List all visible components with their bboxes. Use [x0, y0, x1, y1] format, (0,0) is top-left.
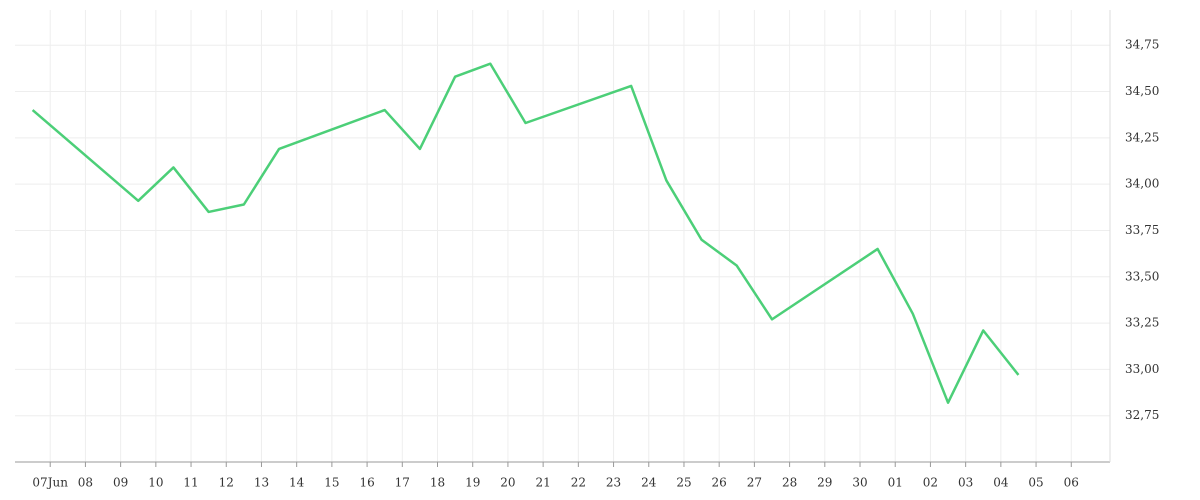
x-tick-label: 08 [78, 476, 93, 490]
x-tick-label: 28 [782, 476, 797, 490]
y-tick-label: 34,25 [1125, 130, 1159, 144]
x-tick-label: 21 [535, 476, 550, 490]
x-tick-label: 06 [1064, 476, 1079, 490]
x-tick-label: 13 [254, 476, 269, 490]
x-tick-label: 22 [571, 476, 586, 490]
x-tick-label: 04 [993, 476, 1009, 490]
x-tick-label: 03 [958, 476, 973, 490]
y-tick-label: 33,00 [1125, 362, 1159, 376]
x-tick-label: 01 [888, 476, 903, 490]
y-tick-label: 33,50 [1125, 269, 1159, 283]
x-tick-label: 30 [852, 476, 867, 490]
x-tick-label: 11 [183, 476, 198, 490]
x-tick-label: 29 [817, 476, 832, 490]
x-tick-label: 26 [712, 476, 727, 490]
x-tick-label: 23 [606, 476, 621, 490]
x-tick-label: 07Jun [32, 476, 68, 490]
price-line [31, 62, 1020, 404]
y-tick-label: 34,50 [1125, 84, 1159, 98]
y-tick-label: 33,75 [1125, 223, 1159, 237]
x-tick-label: 02 [923, 476, 938, 490]
x-tick-label: 16 [359, 476, 374, 490]
x-tick-label: 10 [148, 476, 163, 490]
x-tick-label: 14 [289, 476, 305, 490]
x-tick-label: 27 [747, 476, 762, 490]
y-tick-label: 34,00 [1125, 177, 1159, 191]
x-tick-label: 09 [113, 476, 128, 490]
x-tick-label: 20 [500, 476, 515, 490]
x-tick-label: 25 [676, 476, 691, 490]
x-tick-label: 12 [219, 476, 234, 490]
x-tick-label: 17 [395, 476, 410, 490]
x-tick-label: 24 [641, 476, 657, 490]
y-tick-label: 33,25 [1125, 316, 1159, 330]
y-tick-label: 32,75 [1125, 408, 1159, 422]
y-tick-label: 34,75 [1125, 38, 1159, 52]
x-tick-label: 15 [324, 476, 339, 490]
x-tick-label: 05 [1028, 476, 1043, 490]
x-tick-label: 19 [465, 476, 480, 490]
x-tick-label: 18 [430, 476, 445, 490]
